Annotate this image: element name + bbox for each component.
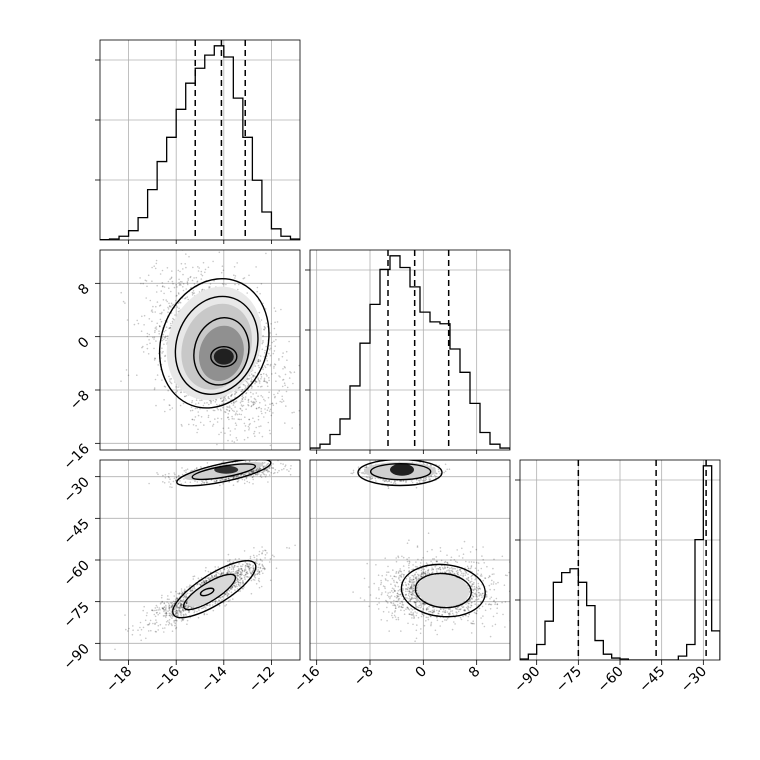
contour-2-3-upper-outer xyxy=(357,460,443,487)
contour-2-3-lower-outer xyxy=(400,563,486,618)
histogram-1-frame xyxy=(99,39,301,241)
x-tick-label-2-1: −16 xyxy=(291,663,323,695)
y-tick-label-2-1: −16 xyxy=(61,441,93,473)
contour-1-2-inner xyxy=(193,317,250,386)
x-tick-label-1-4: −12 xyxy=(246,664,278,696)
x-tick-label-2-4: 8 xyxy=(466,664,484,682)
contour-1-3-lower-outer xyxy=(172,560,257,619)
x-tick-label-2-2: −8 xyxy=(351,664,377,690)
histogram-panel-3 xyxy=(515,459,721,661)
density-1-3-lower-fill xyxy=(187,574,237,607)
density-1-3-upper-peak xyxy=(214,465,239,474)
y-tick-label-3-2: −75 xyxy=(61,599,93,631)
y-tick-label-3-1: −90 xyxy=(61,641,93,673)
histogram-panel-2 xyxy=(305,249,511,451)
contour-1-3-lower-mid xyxy=(182,573,237,611)
contour-2-3-lower-inner xyxy=(414,572,472,609)
contour-1-2-outer xyxy=(158,278,270,409)
x-tick-label-1-1: −18 xyxy=(103,664,135,696)
x-tick-label-3-3: −60 xyxy=(595,664,627,696)
y-tick-label-2-2: −8 xyxy=(67,388,93,414)
contour-1-3-upper-outer xyxy=(176,460,272,487)
contour-2-3-upper-inner xyxy=(369,462,432,481)
x-tick-label-3-5: −30 xyxy=(678,664,710,696)
x-tick-label-1-2: −16 xyxy=(151,663,183,695)
contour-1-2-mid xyxy=(174,295,259,395)
histogram-2-frame xyxy=(309,249,511,451)
x-tick-label-3-4: −45 xyxy=(636,664,668,696)
contour-1-3-upper-inner xyxy=(191,463,257,481)
density-2-3-lower-fill xyxy=(417,574,470,607)
histogram-3-steps xyxy=(520,465,720,660)
histogram-panel-1 xyxy=(95,39,301,241)
y-tick-label-3-4: −45 xyxy=(61,516,93,548)
y-tick-label-3-3: −60 xyxy=(61,558,93,590)
x-tick-label-3-1: −90 xyxy=(511,664,543,696)
contour-1-2-core xyxy=(210,345,238,368)
x-tick-label-1-3: −14 xyxy=(198,663,230,695)
histogram-2-steps xyxy=(310,255,510,450)
y-tick-label-2-4: 8 xyxy=(75,281,93,299)
density-panel-2-3 xyxy=(309,459,511,661)
density-2-3-upper-peak xyxy=(390,463,414,476)
y-tick-label-3-5: −30 xyxy=(61,474,93,506)
y-tick-label-2-3: 0 xyxy=(75,334,93,352)
histogram-1-steps xyxy=(100,45,300,240)
density-panel-1-3 xyxy=(99,459,301,661)
contour-1-3-lower-core xyxy=(199,587,215,597)
density-panel-1-2 xyxy=(99,249,301,451)
x-tick-label-3-2: −75 xyxy=(553,664,585,696)
density-1-2-peak xyxy=(213,348,234,365)
density-1-2-frame xyxy=(99,249,301,451)
x-tick-label-2-3: 0 xyxy=(413,664,431,682)
density-2-3-frame xyxy=(309,459,511,661)
